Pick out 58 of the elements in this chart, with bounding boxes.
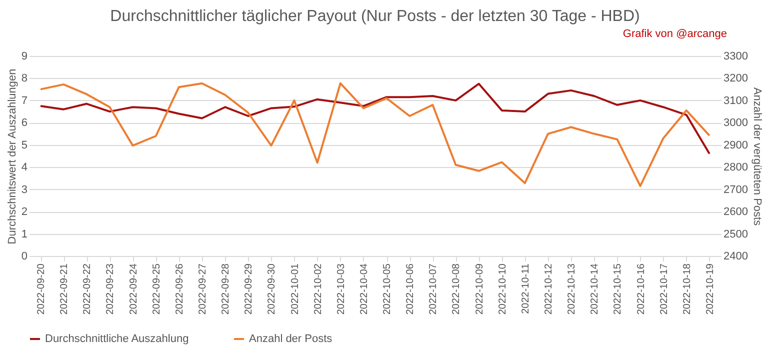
x-tick-label: 2022-10-02 — [312, 263, 324, 315]
x-tick-label: 2022-09-30 — [266, 263, 278, 315]
x-tick-label: 2022-09-26 — [174, 263, 186, 315]
x-tick-label: 2022-10-04 — [358, 263, 370, 315]
x-tick-label: 2022-09-24 — [128, 263, 140, 315]
x-tick-label: 2022-10-09 — [474, 263, 486, 315]
y-tick-label: 9 — [21, 50, 28, 62]
x-tick-label: 2022-10-03 — [336, 263, 347, 315]
y2-tick-label: 2500 — [724, 228, 748, 240]
x-tick-label: 2022-09-21 — [59, 263, 70, 315]
y-axis-title: Durchschnitswert der Auszahlungen — [6, 68, 18, 244]
y2-tick-label: 3300 — [724, 50, 748, 62]
x-tick-label: 2022-10-08 — [451, 263, 462, 315]
legend-label: Durchschnittliche Auszahlung — [45, 333, 189, 345]
y2-tick-label: 3200 — [724, 72, 748, 85]
x-tick-label: 2022-10-10 — [497, 263, 508, 315]
x-tick-label: 2022-09-22 — [82, 263, 94, 315]
x-tick-label: 2022-10-17 — [658, 263, 670, 315]
chart-title: Durchschnittlicher täglicher Payout (Nur Posts - der letzten 30 Tage - HBD) — [110, 8, 640, 25]
x-tick-label: 2022-10-12 — [544, 263, 554, 315]
x-tick-label: 2022-10-06 — [405, 263, 416, 315]
y-tick-label: 4 — [21, 162, 28, 174]
x-tick-label: 2022-10-14 — [590, 263, 601, 315]
y2-axis-title: Anzahl der vergüteten Posts — [750, 87, 763, 226]
y2-tick-label: 2800 — [724, 162, 748, 174]
y-tick-label: 8 — [21, 72, 28, 85]
x-tick-label: 2022-09-27 — [198, 263, 208, 315]
y2-tick-label: 3000 — [724, 117, 748, 130]
x-tick-label: 2022-09-20 — [36, 263, 48, 315]
x-tick-label: 2022-10-18 — [682, 263, 693, 315]
x-tick-label: 2022-09-29 — [244, 263, 255, 315]
line-series — [40, 82, 710, 155]
y2-tick-label: 2400 — [724, 250, 748, 262]
text: Grafik von @arcange — [622, 28, 727, 40]
y-tick-label: 3 — [21, 184, 28, 196]
legend-label: Anzahl der Posts — [249, 333, 333, 345]
x-tick-label: 2022-10-07 — [428, 263, 440, 315]
y2-tick-label: 2900 — [724, 139, 748, 152]
x-tick-label: 2022-10-16 — [636, 263, 647, 315]
x-tick-label: 2022-10-13 — [566, 263, 578, 315]
y-tick-label: 0 — [21, 250, 28, 262]
x-tick-label: 2022-09-28 — [220, 263, 232, 315]
y-tick-label: 5 — [21, 139, 28, 152]
y-tick-label: 1 — [21, 228, 28, 240]
y2-tick-label: 2600 — [724, 206, 748, 218]
x-tick-label: 2022-10-19 — [704, 263, 716, 315]
y-tick-label: 7 — [21, 94, 28, 107]
x-tick-label: 2022-10-15 — [612, 263, 624, 315]
y2-tick-label: 3100 — [724, 94, 748, 107]
x-tick-label: 2022-10-01 — [290, 263, 301, 315]
x-tick-label: 2022-10-05 — [382, 263, 394, 315]
x-tick-label: 2022-09-25 — [151, 263, 162, 315]
y-tick-label: 6 — [21, 117, 28, 130]
x-tick-label: 2022-09-23 — [105, 263, 116, 315]
y2-tick-label: 2700 — [724, 184, 748, 196]
x-tick-label: 2022-10-11 — [520, 263, 532, 314]
line-series — [40, 82, 710, 187]
y-tick-label: 2 — [21, 206, 28, 218]
